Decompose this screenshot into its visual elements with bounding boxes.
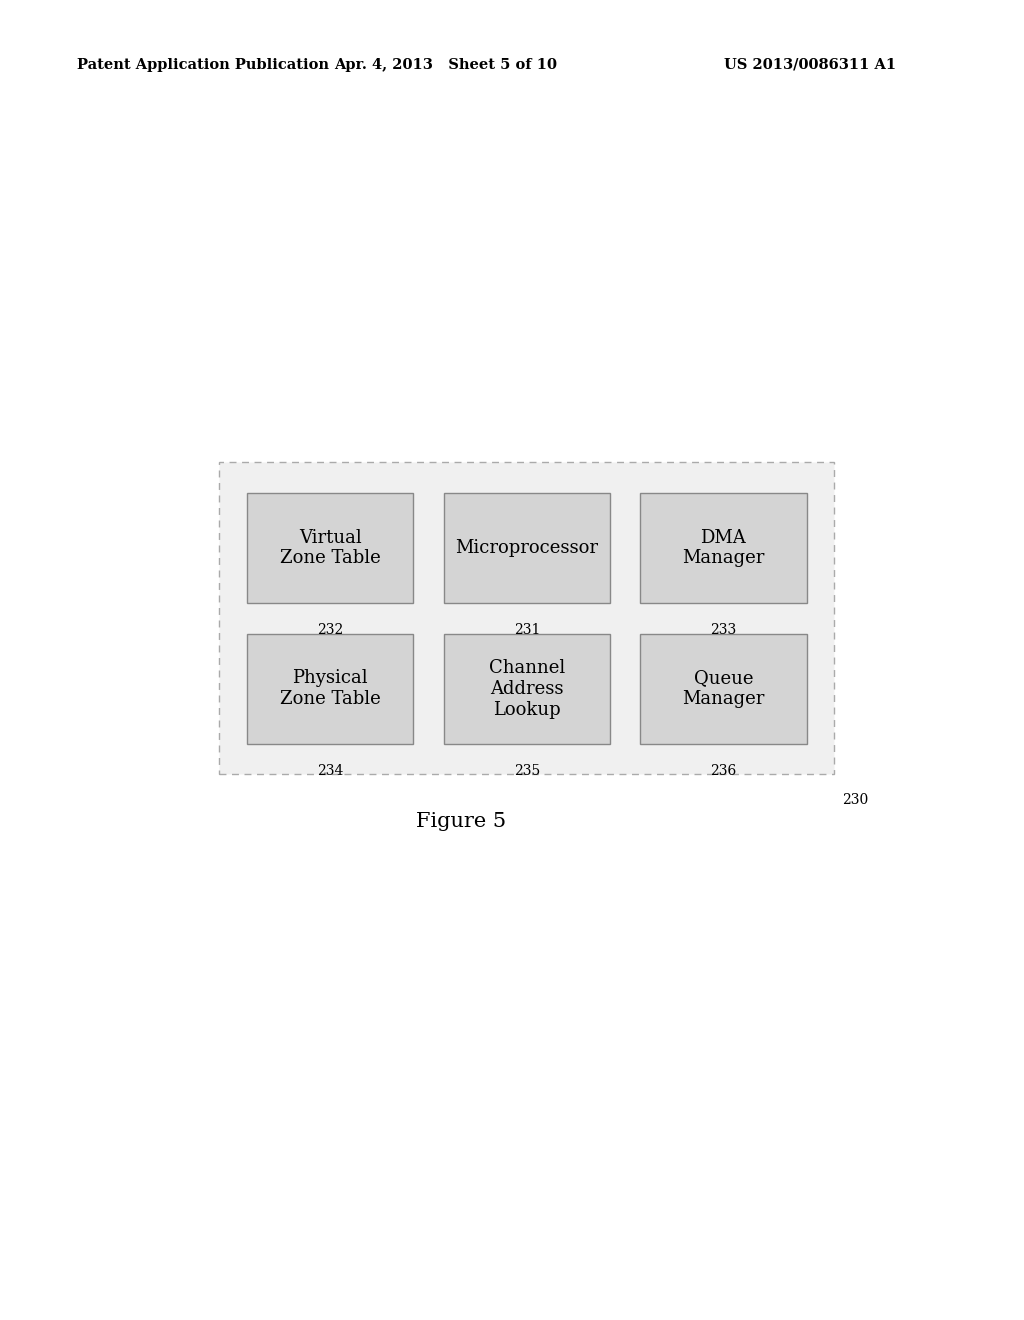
FancyBboxPatch shape [640,492,807,603]
Text: US 2013/0086311 A1: US 2013/0086311 A1 [724,58,896,71]
FancyBboxPatch shape [640,634,807,744]
Text: Figure 5: Figure 5 [416,812,507,830]
Text: 230: 230 [842,792,868,807]
FancyBboxPatch shape [219,462,835,775]
Text: Virtual
Zone Table: Virtual Zone Table [280,528,381,568]
Text: 235: 235 [514,764,540,779]
Text: 234: 234 [317,764,343,779]
Text: DMA
Manager: DMA Manager [682,528,765,568]
Text: Physical
Zone Table: Physical Zone Table [280,669,381,708]
FancyBboxPatch shape [443,492,610,603]
Text: Patent Application Publication: Patent Application Publication [77,58,329,71]
Text: Channel
Address
Lookup: Channel Address Lookup [488,659,565,718]
FancyBboxPatch shape [247,492,414,603]
FancyBboxPatch shape [247,634,414,744]
Text: Apr. 4, 2013   Sheet 5 of 10: Apr. 4, 2013 Sheet 5 of 10 [334,58,557,71]
Text: Queue
Manager: Queue Manager [682,669,765,708]
Text: Microprocessor: Microprocessor [456,539,598,557]
FancyBboxPatch shape [443,634,610,744]
Text: 236: 236 [711,764,736,779]
Text: 233: 233 [711,623,736,638]
Text: 232: 232 [317,623,343,638]
Text: 231: 231 [514,623,540,638]
